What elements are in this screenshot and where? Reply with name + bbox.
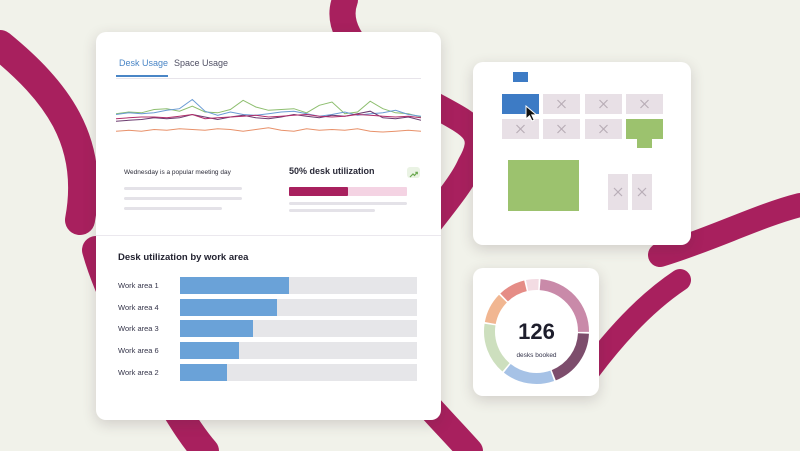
line-series-3 <box>116 110 421 122</box>
green-desk-tab <box>637 139 652 148</box>
utilization-bar <box>289 187 407 196</box>
floor-plan-card <box>473 62 691 245</box>
work-area-bar-track <box>180 277 417 294</box>
available-desk[interactable] <box>543 119 580 139</box>
work-area-label: Work area 2 <box>118 368 159 377</box>
work-area-bar-track <box>180 342 417 359</box>
work-area-label: Work area 1 <box>118 281 159 290</box>
utilization-bar-fill <box>289 187 348 196</box>
work-area-label: Work area 3 <box>118 324 159 333</box>
line-series-5 <box>116 127 421 133</box>
work-area-bar-fill <box>180 277 290 294</box>
available-desk[interactable] <box>626 94 663 114</box>
work-area-section-title: Desk utilization by work area <box>118 252 249 263</box>
desks-booked-card: 126 desks booked <box>473 268 599 396</box>
dashboard-card: Desk Usage Space Usage Wednesday is a po… <box>96 32 441 420</box>
x-mark-icon <box>640 99 649 109</box>
work-area-bar-fill <box>180 320 254 337</box>
desks-booked-count: 126 <box>518 319 555 344</box>
work-area-label: Work area 4 <box>118 303 159 312</box>
desk-usage-line-chart <box>116 98 421 133</box>
green-desk[interactable] <box>626 119 663 139</box>
desks-booked-caption: desks booked <box>516 352 557 359</box>
insight-text: Wednesday is a popular meeting day <box>124 169 231 176</box>
work-area-bar-fill <box>180 299 278 316</box>
placeholder-line <box>124 197 242 200</box>
line-series-2 <box>116 98 421 117</box>
donut-segment-5 <box>484 294 508 325</box>
available-desk[interactable] <box>608 174 628 210</box>
available-desk[interactable] <box>502 119 539 139</box>
donut-segment-1 <box>539 279 590 333</box>
meeting-room[interactable] <box>508 160 579 211</box>
line-series-1 <box>116 99 421 118</box>
x-mark-icon <box>557 124 566 134</box>
booked-desk-tab <box>513 72 528 82</box>
x-mark-icon <box>557 99 566 109</box>
work-area-bar-track <box>180 364 417 381</box>
available-desk[interactable] <box>585 119 622 139</box>
x-mark-icon <box>599 99 608 109</box>
available-desk[interactable] <box>632 174 652 210</box>
donut-segment-3 <box>503 363 555 384</box>
donut-segment-6 <box>500 280 528 302</box>
work-area-bar-fill <box>180 364 228 381</box>
tab-desk-usage[interactable]: Desk Usage <box>119 58 169 68</box>
section-divider <box>96 235 441 236</box>
placeholder-line <box>124 207 222 210</box>
placeholder-line <box>289 202 407 205</box>
x-mark-icon <box>613 187 623 197</box>
trend-up-icon <box>407 167 420 178</box>
x-mark-icon <box>516 124 525 134</box>
tab-bar: Desk Usage Space Usage <box>116 58 421 79</box>
tab-space-usage[interactable]: Space Usage <box>174 58 229 68</box>
placeholder-line <box>124 187 242 190</box>
work-area-bar-track <box>180 320 417 337</box>
work-area-label: Work area 6 <box>118 346 159 355</box>
available-desk[interactable] <box>585 94 622 114</box>
donut-segment-4 <box>484 323 510 372</box>
donut-segment-2 <box>551 333 589 381</box>
cursor-arrow-icon <box>525 105 538 122</box>
utilization-title: 50% desk utilization <box>289 166 375 176</box>
work-area-bar-fill <box>180 342 240 359</box>
desks-booked-donut: 126 desks booked <box>482 277 591 386</box>
available-desk[interactable] <box>543 94 580 114</box>
x-mark-icon <box>599 124 608 134</box>
placeholder-line <box>289 209 375 212</box>
x-mark-icon <box>637 187 647 197</box>
line-series-4 <box>116 113 421 120</box>
donut-segment-7 <box>525 279 539 291</box>
work-area-bar-track <box>180 299 417 316</box>
active-tab-indicator <box>116 75 168 77</box>
